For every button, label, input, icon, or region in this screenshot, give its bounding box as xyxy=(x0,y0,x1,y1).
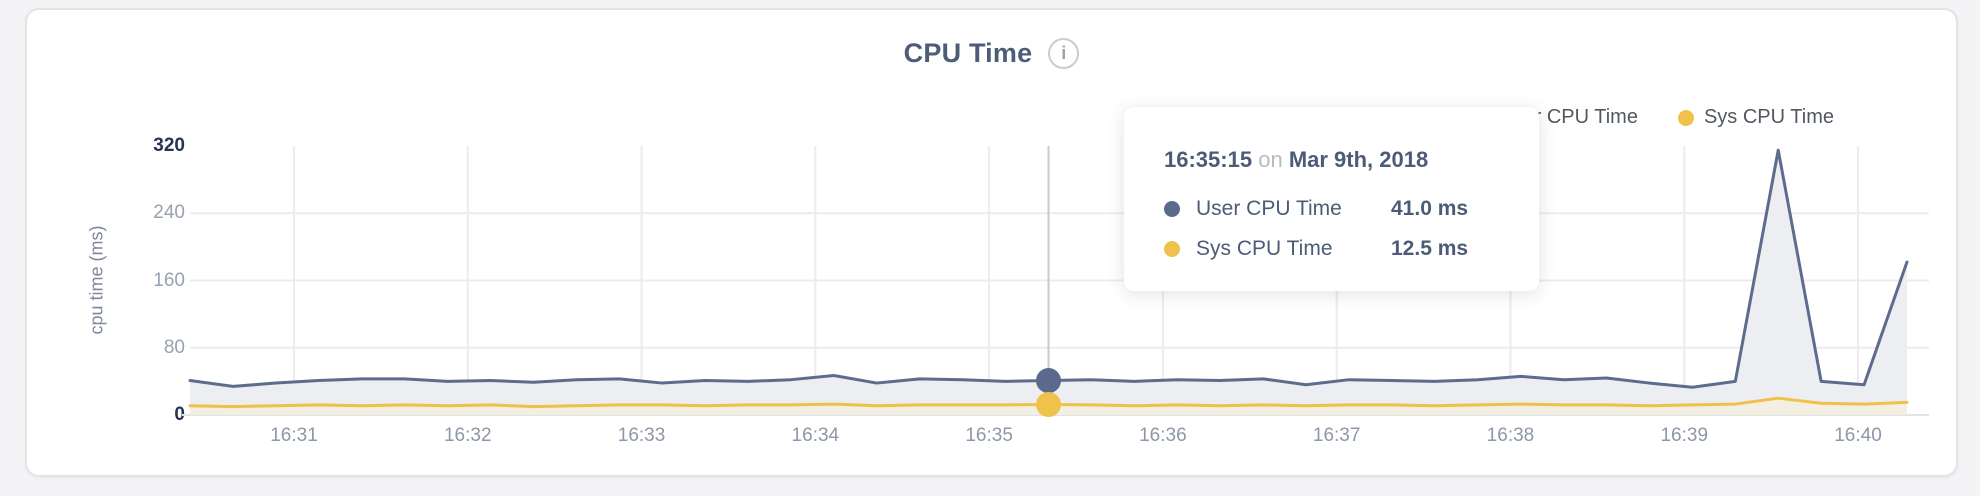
x-tick-label: 16:38 xyxy=(1486,425,1535,446)
tooltip-user-value: 41.0 ms xyxy=(1391,197,1469,220)
tooltip-sys-label: Sys CPU Time xyxy=(1196,237,1333,260)
y-tick-label: 0 xyxy=(174,404,185,425)
y-tick-label: 160 xyxy=(153,270,185,291)
tooltip-sys-dot xyxy=(1164,241,1180,257)
chart-plot[interactable] xyxy=(27,10,1980,496)
info-icon[interactable]: i xyxy=(1048,38,1080,69)
chart-title: CPU Time xyxy=(903,38,1033,68)
x-tick-label: 16:40 xyxy=(1834,425,1882,446)
x-tick-label: 16:31 xyxy=(270,425,318,446)
chart-tooltip: 16:35:15 on Mar 9th, 2018 User CPU Time … xyxy=(1124,107,1539,291)
x-tick-label: 16:37 xyxy=(1312,425,1361,446)
tooltip-header: 16:35:15 on Mar 9th, 2018 xyxy=(1164,147,1539,173)
info-icon-glyph: i xyxy=(1061,43,1067,63)
tooltip-row-sys: Sys CPU Time 12.5 ms xyxy=(1164,229,1539,269)
tooltip-date: Mar 9th, 2018 xyxy=(1288,147,1429,172)
legend-sys-dot xyxy=(1677,109,1694,126)
legend-sys-label: Sys CPU Time xyxy=(1703,106,1834,128)
y-tick-label: 240 xyxy=(153,202,185,223)
x-tick-label: 16:39 xyxy=(1660,425,1709,446)
legend-item-sys[interactable]: Sys CPU Time xyxy=(1677,106,1834,129)
y-tick-label: 80 xyxy=(163,337,185,358)
y-tick-label: 320 xyxy=(153,135,185,156)
tooltip-user-label: User CPU Time xyxy=(1196,197,1342,220)
x-tick-label: 16:34 xyxy=(791,425,840,446)
x-tick-label: 16:32 xyxy=(443,425,492,446)
tooltip-row-user: User CPU Time 41.0 ms xyxy=(1164,189,1539,229)
x-tick-label: 16:33 xyxy=(617,425,666,446)
tooltip-sys-value: 12.5 ms xyxy=(1391,237,1469,260)
tooltip-user-dot xyxy=(1164,201,1180,217)
x-tick-label: 16:36 xyxy=(1139,425,1187,446)
chart-header: CPU Time i xyxy=(27,38,1956,69)
x-tick-label: 16:35 xyxy=(965,425,1013,446)
cpu-time-chart-card: CPU Time i User CPU Time Sys CPU Time cp… xyxy=(25,8,1958,477)
tooltip-time: 16:35:15 xyxy=(1164,147,1253,172)
tooltip-connector: on xyxy=(1258,147,1283,172)
